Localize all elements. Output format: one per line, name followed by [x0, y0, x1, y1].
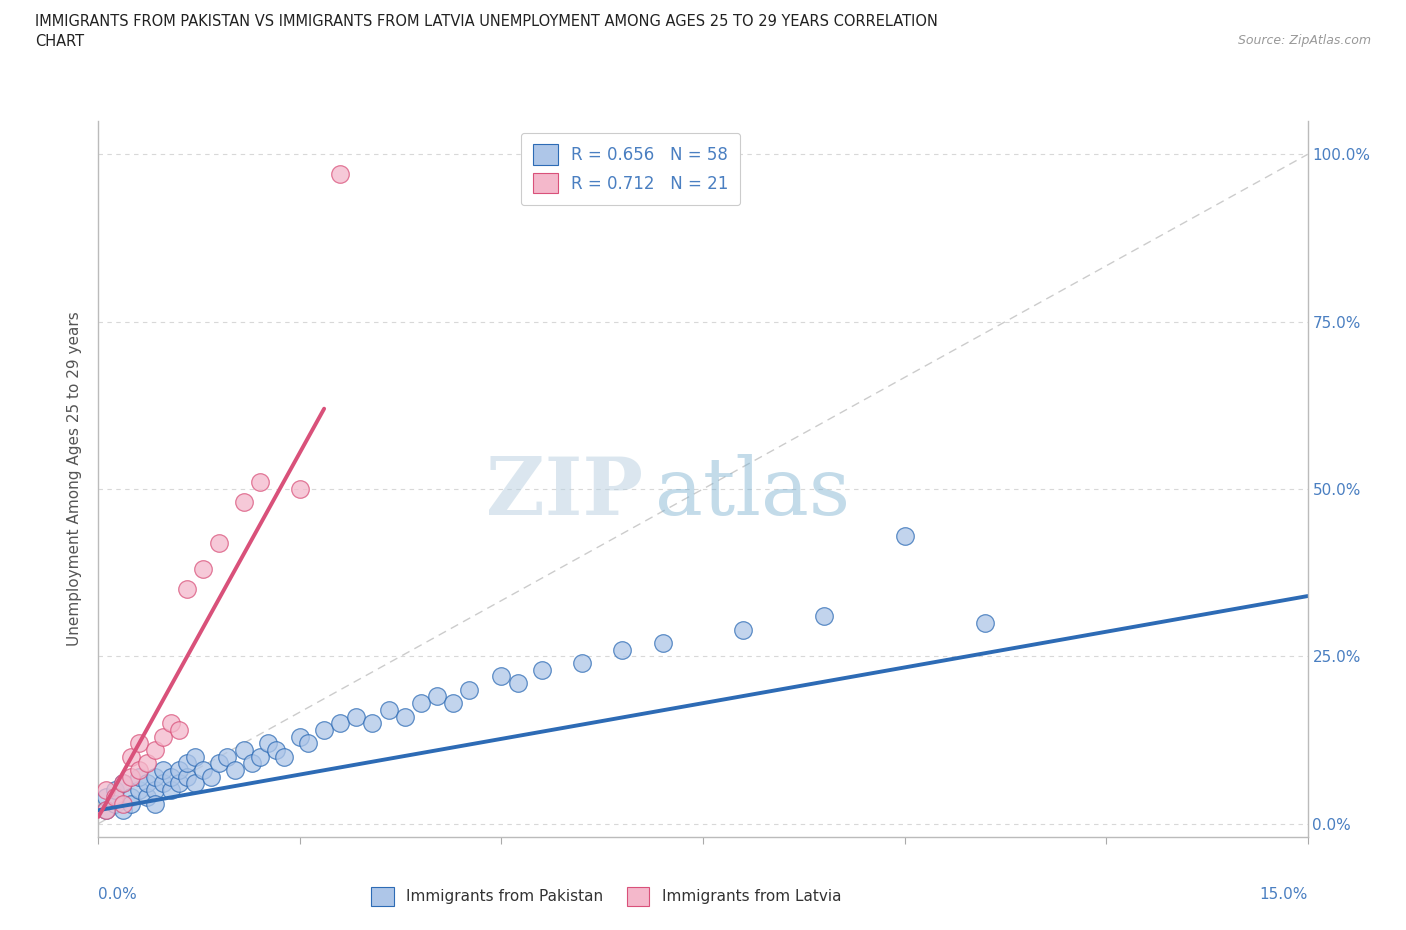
Point	[217, 750, 239, 764]
Point	[208, 535, 231, 550]
Point	[143, 783, 166, 798]
Point	[394, 709, 416, 724]
Point	[329, 716, 352, 731]
Point	[135, 776, 157, 790]
Point	[361, 716, 384, 731]
Point	[111, 776, 134, 790]
Point	[224, 763, 246, 777]
Y-axis label: Unemployment Among Ages 25 to 29 years: Unemployment Among Ages 25 to 29 years	[67, 312, 83, 646]
Point	[143, 796, 166, 811]
Point	[409, 696, 432, 711]
Point	[96, 783, 118, 798]
Point	[344, 709, 367, 724]
Point	[249, 475, 271, 490]
Point	[733, 622, 755, 637]
Point	[128, 769, 150, 784]
Point	[128, 763, 150, 777]
Point	[232, 495, 254, 510]
Point	[506, 675, 529, 690]
Text: IMMIGRANTS FROM PAKISTAN VS IMMIGRANTS FROM LATVIA UNEMPLOYMENT AMONG AGES 25 TO: IMMIGRANTS FROM PAKISTAN VS IMMIGRANTS F…	[35, 14, 938, 29]
Point	[491, 669, 513, 684]
Point	[160, 716, 183, 731]
Point	[530, 662, 553, 677]
Point	[152, 729, 174, 744]
Point	[167, 723, 190, 737]
Point	[176, 756, 198, 771]
Point	[128, 736, 150, 751]
Point	[120, 796, 142, 811]
Point	[256, 736, 278, 751]
Point	[103, 796, 125, 811]
Point	[571, 656, 593, 671]
Point	[458, 683, 481, 698]
Point	[297, 736, 319, 751]
Point	[135, 756, 157, 771]
Point	[264, 742, 287, 757]
Point	[974, 616, 997, 631]
Point	[193, 763, 215, 777]
Point	[152, 776, 174, 790]
Point	[273, 750, 295, 764]
Point	[184, 776, 207, 790]
Point	[96, 803, 118, 817]
Point	[612, 643, 634, 658]
Point	[111, 803, 134, 817]
Point	[143, 742, 166, 757]
Text: atlas: atlas	[655, 454, 849, 532]
Point	[441, 696, 464, 711]
Point	[249, 750, 271, 764]
Point	[893, 528, 915, 543]
Point	[200, 769, 222, 784]
Point	[288, 729, 311, 744]
Point	[240, 756, 263, 771]
Point	[111, 796, 134, 811]
Point	[232, 742, 254, 757]
Point	[426, 689, 449, 704]
Point	[208, 756, 231, 771]
Text: 15.0%: 15.0%	[1260, 887, 1308, 902]
Text: Source: ZipAtlas.com: Source: ZipAtlas.com	[1237, 34, 1371, 47]
Point	[314, 723, 336, 737]
Point	[96, 790, 118, 804]
Point	[377, 702, 399, 717]
Point	[152, 763, 174, 777]
Point	[135, 790, 157, 804]
Point	[167, 776, 190, 790]
Text: ZIP: ZIP	[485, 454, 643, 532]
Point	[167, 763, 190, 777]
Text: 0.0%: 0.0%	[98, 887, 138, 902]
Point	[176, 769, 198, 784]
Point	[120, 769, 142, 784]
Point	[288, 482, 311, 497]
Point	[103, 790, 125, 804]
Point	[120, 750, 142, 764]
Point	[813, 609, 835, 624]
Point	[193, 562, 215, 577]
Point	[160, 783, 183, 798]
Point	[103, 783, 125, 798]
Point	[96, 803, 118, 817]
Point	[143, 769, 166, 784]
Point	[120, 790, 142, 804]
Point	[329, 167, 352, 182]
Point	[111, 776, 134, 790]
Point	[160, 769, 183, 784]
Point	[128, 783, 150, 798]
Point	[651, 635, 673, 650]
Point	[184, 750, 207, 764]
Text: CHART: CHART	[35, 34, 84, 49]
Point	[176, 582, 198, 597]
Legend: Immigrants from Pakistan, Immigrants from Latvia: Immigrants from Pakistan, Immigrants fro…	[366, 881, 848, 911]
